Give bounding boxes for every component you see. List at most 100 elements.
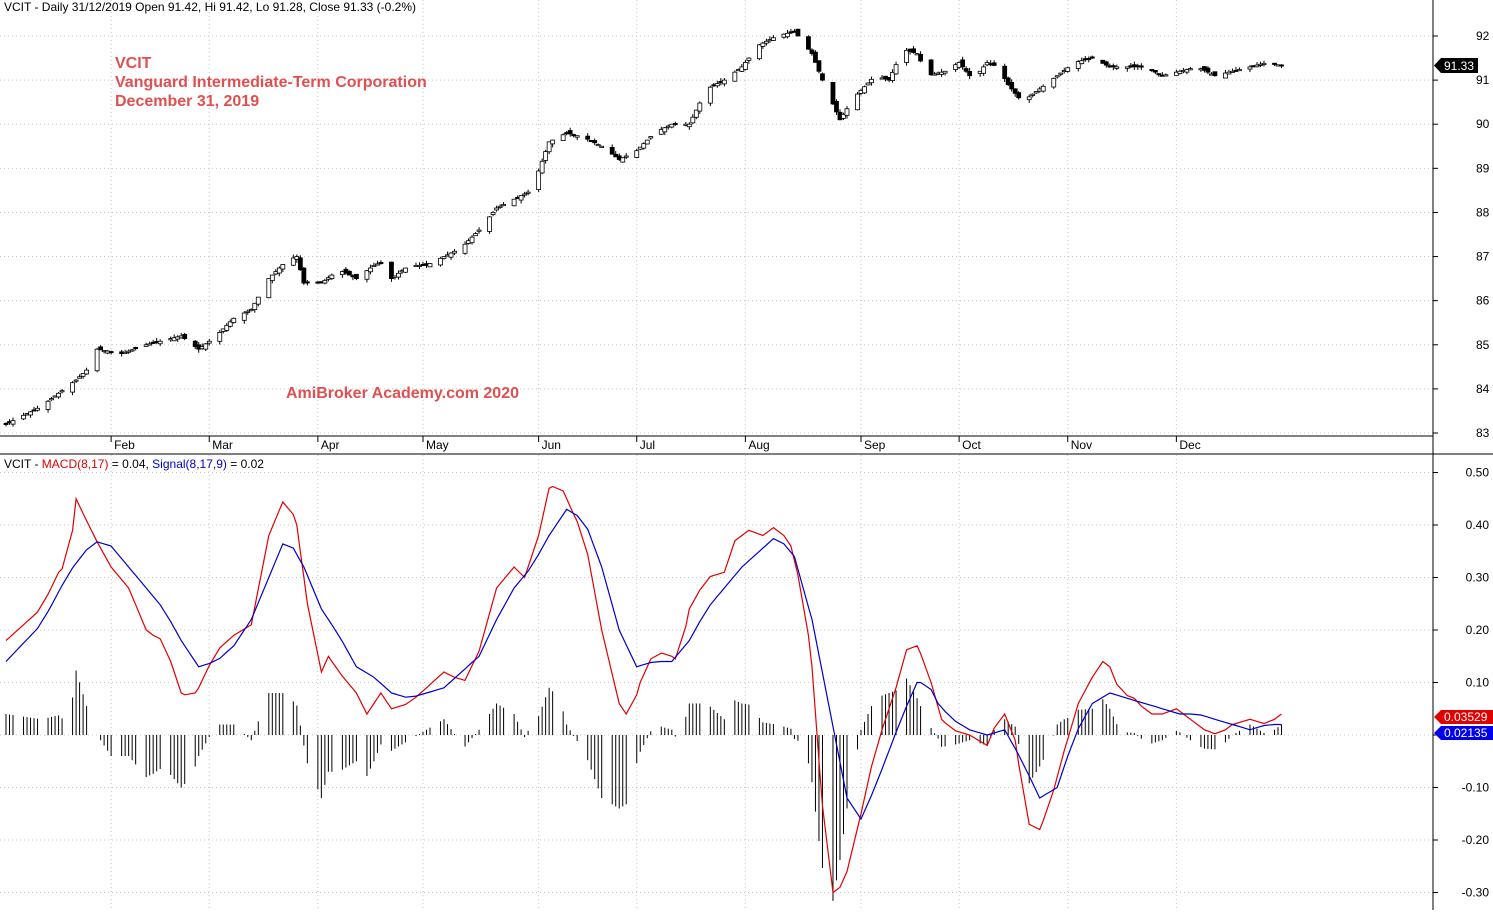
candle-body <box>84 369 89 375</box>
macd-y-tick-label: 0.10 <box>1466 676 1490 690</box>
candle-body <box>224 324 230 331</box>
candle-body <box>714 83 720 87</box>
month-tick-label: Sep <box>864 438 886 452</box>
candle-body <box>746 57 752 61</box>
price-candle <box>1254 62 1260 68</box>
price-candle <box>690 114 696 125</box>
candle-body <box>1012 88 1018 94</box>
macd-header-name: MACD(8,17) <box>42 457 109 471</box>
price-candle <box>1187 66 1193 71</box>
candle-body <box>721 79 727 85</box>
price-candle <box>1016 90 1022 100</box>
candle-body <box>203 343 209 350</box>
candle-body <box>1124 66 1130 69</box>
candle-body <box>28 411 33 416</box>
price-candle <box>497 204 503 209</box>
candle-body <box>904 49 909 63</box>
month-tick-label: Apr <box>321 438 340 452</box>
price-candle <box>396 270 401 280</box>
price-candle <box>806 35 811 50</box>
price-candle <box>1237 67 1242 72</box>
price-candle <box>763 38 769 46</box>
candle-body <box>497 205 503 208</box>
signal-line <box>5 508 1282 821</box>
candle-body <box>1058 72 1064 75</box>
candle-body <box>1138 65 1144 68</box>
price-candle <box>1124 66 1130 72</box>
candle-body <box>732 71 738 82</box>
candle-body <box>785 32 790 38</box>
candle-body <box>290 257 296 266</box>
candle-body <box>599 145 605 148</box>
price-candle <box>1163 73 1169 77</box>
price-candle <box>1279 64 1284 69</box>
price-candle <box>1030 93 1036 98</box>
price-candle <box>122 349 128 354</box>
candle-body <box>494 207 499 211</box>
candle-body <box>1254 64 1260 68</box>
price-candle <box>248 308 254 312</box>
price-candle <box>574 135 580 141</box>
candle-body <box>80 373 86 377</box>
price-candle <box>290 254 296 267</box>
candle-body <box>98 346 104 351</box>
price-candle <box>918 51 923 63</box>
candle-body <box>147 343 153 346</box>
month-tick-label: Mar <box>212 438 233 452</box>
candle-body <box>126 350 132 353</box>
price-candle <box>157 339 163 347</box>
candle-body <box>1005 77 1011 85</box>
candle-body <box>301 267 307 284</box>
candle-body <box>10 420 16 425</box>
month-tick-label: Nov <box>1071 438 1092 452</box>
price-candle <box>28 411 33 418</box>
candle-body <box>981 66 987 74</box>
macd-y-tick-labels: -0.30 -0.20 -0.10 0.10 0.20 0.30 0.40 0.50 <box>1433 466 1489 900</box>
price-candle <box>129 348 135 352</box>
price-candle <box>1212 71 1218 77</box>
price-candle <box>771 35 776 41</box>
candle-body <box>1261 62 1267 65</box>
macd-y-tick-label: -0.30 <box>1462 886 1490 900</box>
price-candle <box>1138 63 1144 71</box>
price-candle <box>241 311 247 324</box>
price-candle <box>816 60 822 74</box>
price-candle <box>904 47 909 66</box>
price-y-tick-label: 88 <box>1476 205 1490 219</box>
price-candle <box>1079 57 1085 65</box>
price-candle <box>550 139 556 148</box>
candle-body <box>644 139 650 145</box>
candle-body <box>94 348 100 372</box>
candle-body <box>795 28 801 37</box>
candle-body <box>501 204 506 207</box>
signal-header-value: = 0.02 <box>227 457 264 471</box>
macd-line <box>5 485 1282 894</box>
price-candle <box>721 78 727 87</box>
price-candle <box>981 64 987 77</box>
candle-body <box>1086 57 1092 60</box>
price-y-tick-label: 92 <box>1476 29 1490 43</box>
candle-body <box>157 340 163 345</box>
price-candle <box>108 350 114 355</box>
candle-body <box>686 123 692 128</box>
candle-body <box>364 270 370 280</box>
candle-body <box>1002 65 1008 80</box>
price-candle <box>844 105 850 119</box>
macd-header-value: = 0.04, <box>108 457 152 471</box>
price-candle <box>301 267 307 285</box>
candle-body <box>403 267 408 273</box>
candle-body <box>1079 60 1085 65</box>
price-candle <box>143 342 149 347</box>
candle-body <box>928 59 934 76</box>
candle-body <box>1016 92 1022 99</box>
price-candle <box>732 70 738 82</box>
price-candle <box>595 143 601 147</box>
candle-body <box>73 379 79 382</box>
candle-body <box>634 150 640 158</box>
price-candle <box>567 127 573 137</box>
macd-last-label: 0.03529 <box>1444 710 1488 724</box>
candle-body <box>1226 71 1232 75</box>
candle-body <box>1075 61 1081 69</box>
price-candle <box>469 235 475 245</box>
candle-body <box>806 36 811 50</box>
